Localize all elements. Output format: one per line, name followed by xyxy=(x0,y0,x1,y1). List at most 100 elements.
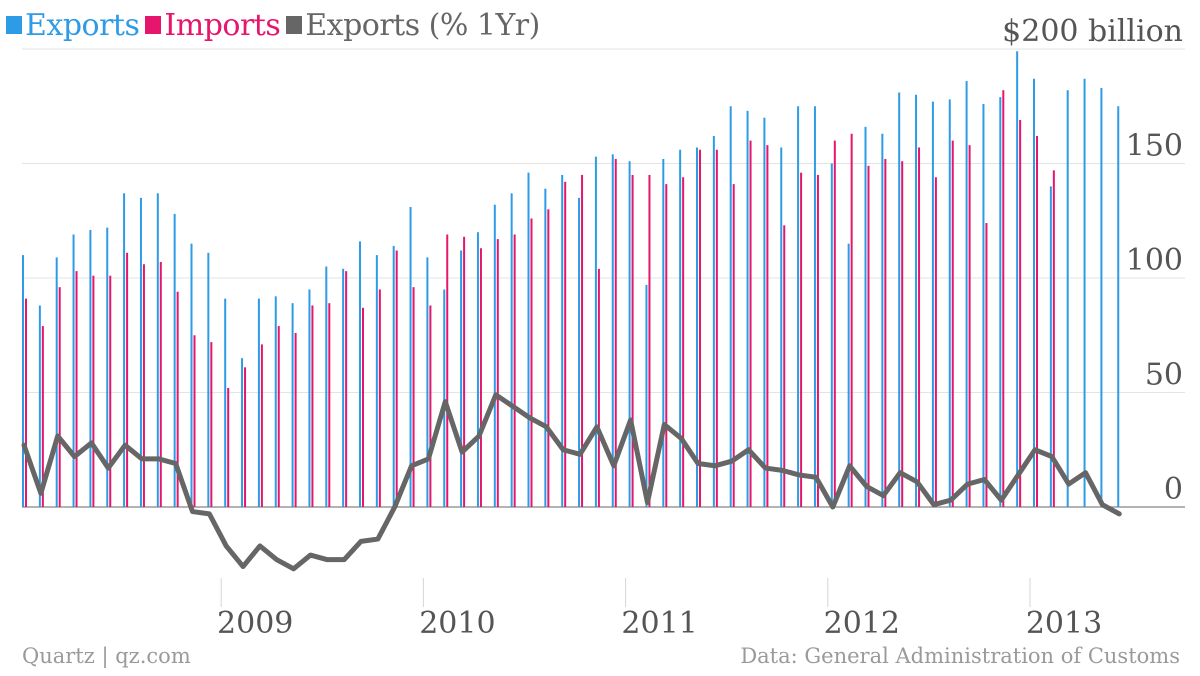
exports-bar xyxy=(982,103,985,508)
imports-bar xyxy=(985,223,988,508)
imports-bar xyxy=(614,158,617,508)
exports-bar xyxy=(898,92,901,507)
imports-bar xyxy=(547,209,550,508)
exports-bar xyxy=(510,193,513,507)
imports-bar xyxy=(260,344,263,507)
imports-bar xyxy=(142,264,145,507)
exports-bar xyxy=(476,232,479,507)
imports-bar xyxy=(901,161,904,507)
exports-bar xyxy=(375,255,378,507)
exports-bar xyxy=(359,241,361,508)
exports-bar xyxy=(173,213,176,507)
imports-bar xyxy=(92,275,95,507)
exports-bar xyxy=(611,154,614,507)
imports-bar xyxy=(783,225,786,507)
imports-bar xyxy=(328,303,331,507)
exports-bar xyxy=(544,188,547,507)
exports-bar xyxy=(948,99,951,507)
imports-bar xyxy=(479,248,482,508)
exports-bar xyxy=(594,156,597,507)
imports-bar xyxy=(918,147,921,507)
imports-bar xyxy=(126,252,129,507)
exports-bar xyxy=(139,197,142,507)
exports-bar xyxy=(1033,78,1035,508)
exports-bar xyxy=(561,174,564,507)
x-tick-label: 2009 xyxy=(217,606,293,641)
imports-bar xyxy=(749,140,752,507)
imports-bar xyxy=(564,181,567,507)
imports-bar xyxy=(513,234,516,508)
imports-bar xyxy=(699,149,701,507)
imports-bar xyxy=(1002,90,1005,507)
exports-bar xyxy=(123,193,126,507)
exports-bar xyxy=(712,136,715,507)
legend-item-imports: Imports xyxy=(145,8,281,43)
exports-bar xyxy=(1100,87,1103,508)
imports-bar xyxy=(816,174,819,507)
x-tick-label: 2013 xyxy=(1026,606,1102,641)
imports-bar xyxy=(884,158,887,508)
y-tick-label: 0 xyxy=(1164,472,1183,507)
imports-bar xyxy=(311,305,314,507)
imports-bar xyxy=(176,291,179,507)
exports-bar xyxy=(392,245,395,507)
legend-label-imports: Imports xyxy=(164,8,281,43)
imports-bar xyxy=(210,342,213,507)
exports-bar xyxy=(460,250,463,507)
imports-bar xyxy=(1052,170,1055,507)
exports-bar xyxy=(274,296,277,507)
imports-bar xyxy=(159,261,162,507)
imports-bar xyxy=(1019,119,1022,508)
exports-bar xyxy=(780,147,783,507)
imports-bar xyxy=(631,174,634,507)
exports-bar xyxy=(628,161,631,507)
imports-bar xyxy=(227,387,230,507)
imports-bar xyxy=(766,145,769,507)
exports-bar xyxy=(813,106,816,507)
exports-bar xyxy=(1016,51,1019,507)
y-tick-label: 150 xyxy=(1126,129,1183,164)
exports-bar xyxy=(342,268,345,507)
imports-bar xyxy=(362,307,364,507)
exports-bar xyxy=(662,158,665,508)
exports-bar xyxy=(527,172,530,507)
legend-item-exports-yoy: Exports (% 1Yr) xyxy=(286,8,540,43)
exports-bar xyxy=(864,126,867,508)
exports-yoy-line xyxy=(21,392,1122,572)
imports-bar xyxy=(193,335,196,507)
imports-bar xyxy=(58,287,61,507)
exports-bar xyxy=(915,94,918,508)
imports-bar xyxy=(934,177,937,508)
imports-bar xyxy=(395,250,398,507)
y-tick-label: 50 xyxy=(1145,358,1183,393)
exports-bar xyxy=(443,289,446,507)
credit-text: Quartz | qz.com xyxy=(22,644,191,668)
exports-bar xyxy=(1066,90,1069,507)
legend-swatch-exports xyxy=(6,16,22,34)
exports-bar xyxy=(493,204,496,507)
imports-bar xyxy=(75,271,78,507)
exports-bar xyxy=(207,252,210,507)
imports-bar xyxy=(446,234,449,508)
exports-bar xyxy=(106,227,109,507)
imports-bar xyxy=(867,165,870,508)
exports-bar xyxy=(797,106,800,507)
x-tick-label: 2011 xyxy=(621,606,697,641)
imports-bar xyxy=(732,184,735,508)
exports-bar xyxy=(89,229,92,507)
exports-bar xyxy=(22,255,24,507)
imports-bar xyxy=(682,177,685,508)
legend-label-exports: Exports xyxy=(25,8,140,43)
exports-bar xyxy=(55,257,58,507)
imports-bar xyxy=(1036,136,1038,507)
exports-bar xyxy=(72,234,75,508)
imports-bar xyxy=(833,140,836,507)
imports-bar xyxy=(968,145,971,507)
imports-bar xyxy=(277,326,280,507)
exports-bar xyxy=(38,305,41,507)
imports-bar xyxy=(412,287,415,507)
exports-bar xyxy=(763,117,766,507)
exports-bar xyxy=(881,133,884,508)
exports-bar xyxy=(1117,106,1120,507)
